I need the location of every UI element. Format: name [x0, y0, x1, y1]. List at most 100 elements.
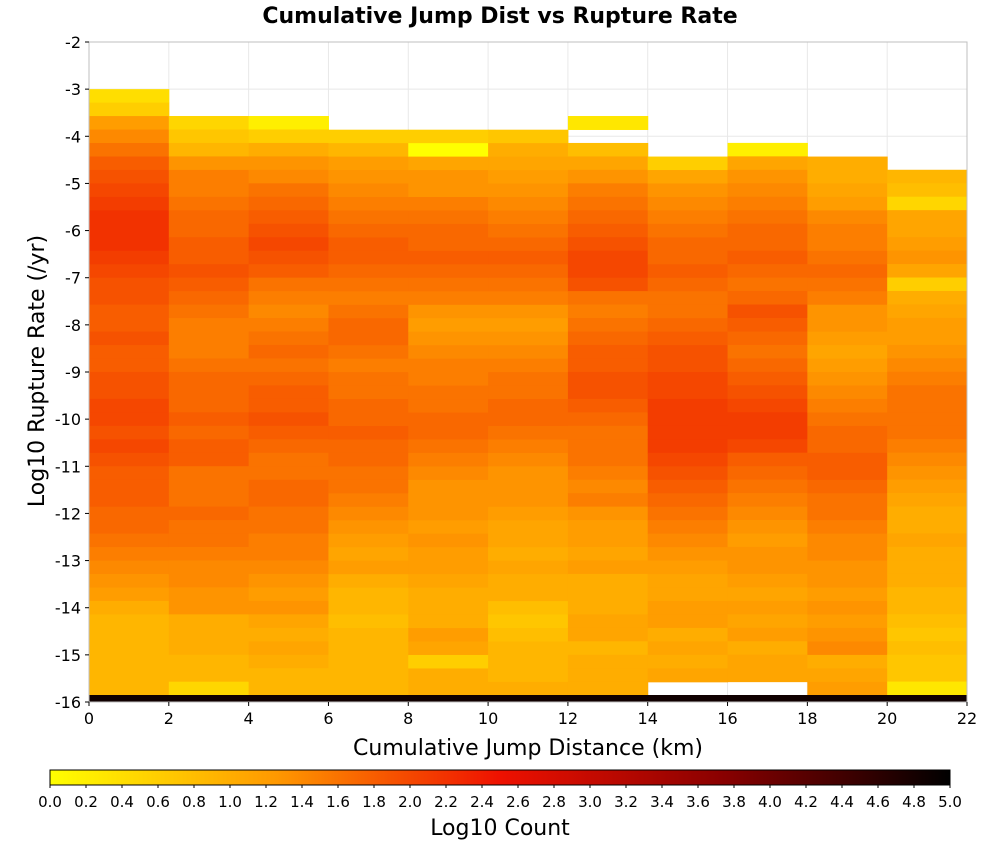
- heatmap-cell: [89, 398, 170, 413]
- heatmap-cell: [168, 641, 250, 656]
- heatmap-cell: [168, 452, 250, 467]
- heatmap-cell: [727, 412, 808, 427]
- heatmap-cell: [328, 223, 409, 238]
- heatmap-cell: [647, 466, 729, 481]
- heatmap-cell: [328, 129, 409, 144]
- heatmap-cell: [248, 493, 329, 508]
- heatmap-cell: [807, 318, 888, 333]
- heatmap-cell: [328, 614, 409, 629]
- heatmap-cell: [807, 358, 888, 373]
- heatmap-cell: [647, 210, 729, 225]
- heatmap-cell: [328, 587, 409, 602]
- colorbar-tick-label: 5.0: [938, 793, 962, 811]
- heatmap-cell: [328, 345, 409, 360]
- heatmap-cell: [408, 452, 489, 467]
- heatmap-cell: [328, 439, 409, 454]
- heatmap-cell: [408, 654, 489, 669]
- heatmap-cell: [168, 560, 250, 575]
- y-tick-label: -7: [65, 269, 81, 288]
- heatmap-cell: [887, 519, 968, 534]
- heatmap-cell: [168, 412, 250, 427]
- heatmap-cell: [647, 170, 729, 184]
- heatmap-cell: [488, 412, 569, 427]
- y-tick-label: -4: [65, 127, 81, 146]
- heatmap-cell: [89, 331, 170, 346]
- x-tick-label: 18: [797, 709, 817, 728]
- heatmap-cell: [807, 156, 888, 171]
- heatmap-cell: [248, 506, 329, 521]
- x-tick-label: 12: [558, 709, 578, 728]
- heatmap-cell: [248, 385, 329, 400]
- heatmap-cell: [408, 681, 489, 696]
- heatmap-cell: [807, 170, 888, 184]
- heatmap-cell: [168, 520, 250, 535]
- heatmap-cell: [408, 304, 489, 319]
- heatmap-cell: [807, 425, 888, 440]
- heatmap-cell: [887, 614, 968, 629]
- heatmap-cell: [727, 331, 808, 346]
- heatmap-cell: [567, 654, 649, 669]
- heatmap-cell: [328, 264, 409, 279]
- heatmap-cell: [168, 318, 250, 333]
- heatmap-cell: [807, 601, 888, 615]
- heatmap-cell: [727, 533, 808, 548]
- heatmap-cell: [807, 681, 888, 696]
- heatmap-cell: [89, 520, 170, 535]
- heatmap-cell: [168, 506, 250, 521]
- heatmap-cell: [408, 372, 489, 387]
- heatmap-cell: [89, 156, 170, 171]
- x-tick-label: 4: [244, 709, 254, 728]
- heatmap-cell: [727, 560, 808, 575]
- heatmap-cell: [168, 627, 250, 642]
- x-tick-label: 0: [84, 709, 94, 728]
- heatmap-cell: [328, 318, 409, 333]
- heatmap-cell: [647, 547, 729, 562]
- heatmap-cell: [567, 291, 649, 306]
- heatmap-cell: [488, 143, 569, 158]
- y-tick-label: -8: [65, 316, 81, 335]
- heatmap-cell: [647, 533, 729, 548]
- heatmap-cell: [727, 385, 808, 400]
- heatmap-cell: [727, 614, 808, 629]
- heatmap-cell: [248, 547, 329, 561]
- heatmap-cell: [488, 628, 569, 642]
- heatmap-cell: [647, 614, 729, 629]
- heatmap-cell: [807, 533, 888, 548]
- heatmap-cell: [89, 129, 170, 144]
- heatmap-cell: [408, 345, 489, 360]
- heatmap-cell: [567, 587, 649, 602]
- heatmap-cell: [168, 533, 250, 548]
- heatmap-cell: [408, 291, 489, 306]
- y-tick-label: -12: [55, 504, 81, 523]
- heatmap-cell: [89, 627, 170, 642]
- heatmap-cell: [408, 560, 489, 575]
- heatmap-cell: [727, 587, 808, 602]
- heatmap-cell: [567, 533, 649, 548]
- heatmap-cell: [887, 587, 968, 602]
- heatmap-cell: [488, 372, 569, 387]
- heatmap-cell: [168, 183, 250, 198]
- heatmap-cell: [488, 399, 569, 414]
- heatmap-cell: [168, 385, 250, 400]
- heatmap-cell: [168, 210, 250, 225]
- x-tick-label: 8: [403, 709, 413, 728]
- heatmap-cell: [168, 129, 250, 144]
- heatmap-cell: [727, 183, 808, 198]
- heatmap-cell: [488, 506, 569, 521]
- heatmap-cell: [567, 304, 649, 319]
- heatmap-cell: [727, 344, 808, 359]
- heatmap-cell: [408, 614, 489, 629]
- heatmap-cell: [408, 641, 489, 656]
- colorbar-tick-label: 0.4: [110, 793, 134, 811]
- x-tick-label: 16: [717, 709, 737, 728]
- heatmap-cell: [807, 331, 888, 346]
- heatmap-cell: [168, 600, 250, 615]
- colorbar-tick-label: 4.4: [830, 793, 854, 811]
- heatmap-cell: [887, 183, 968, 198]
- heatmap-cell: [567, 506, 649, 521]
- y-axis-label: Log10 Rupture Rate (/yr): [25, 235, 50, 507]
- heatmap-cell: [807, 547, 888, 562]
- heatmap-cell: [328, 628, 409, 642]
- colorbar-tick-label: 4.6: [866, 793, 890, 811]
